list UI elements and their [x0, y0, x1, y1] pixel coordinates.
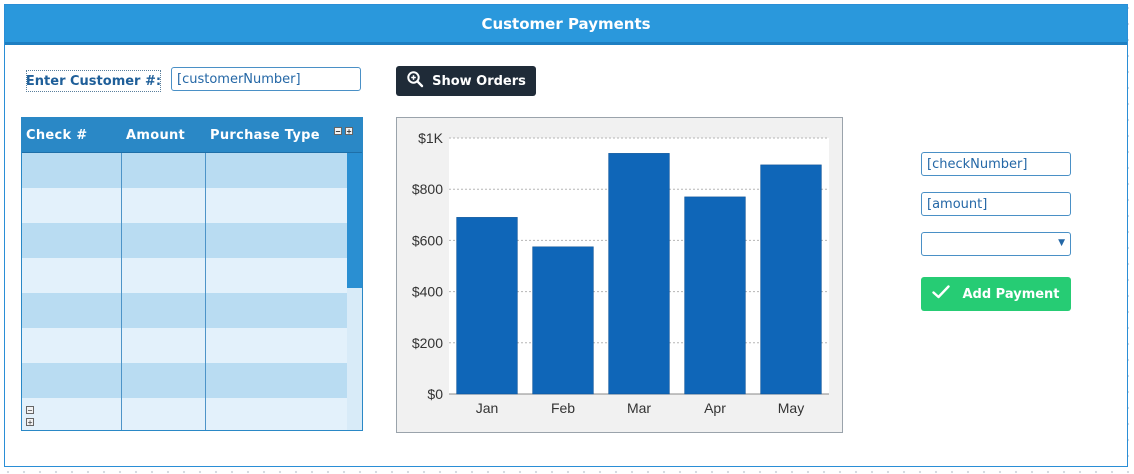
panel-title: Customer Payments [5, 5, 1127, 45]
collapse-icon[interactable]: − [334, 127, 342, 136]
bar-may [760, 164, 822, 395]
table-row[interactable] [22, 363, 347, 398]
customer-number-input[interactable] [171, 67, 361, 91]
expand-icon[interactable]: + [345, 127, 353, 136]
expand-row-icon[interactable]: + [26, 418, 34, 427]
show-orders-button[interactable]: Show Orders [396, 66, 536, 96]
orders-bar-chart: $0 $200 $400 $600 $800 $1K Jan Feb Mar Apr May [412, 130, 829, 416]
show-orders-label: Show Orders [432, 73, 526, 89]
bar-mar [608, 153, 670, 395]
y-tick-label: $400 [412, 284, 443, 300]
x-tick-label: Mar [627, 400, 651, 416]
y-tick-label: $600 [412, 232, 443, 248]
purchase-type-select[interactable]: ▼ [921, 232, 1071, 256]
x-tick-label: May [778, 400, 804, 416]
bar-jan [456, 217, 518, 395]
bar-apr [684, 196, 746, 395]
table-row[interactable] [22, 328, 347, 363]
checkmark-icon [932, 285, 951, 303]
magnifier-icon [406, 70, 424, 92]
payments-grid: Check # Amount Purchase Type − + − + [21, 117, 363, 431]
column-header-amount[interactable]: Amount [126, 128, 186, 143]
table-row[interactable] [22, 258, 347, 293]
table-row[interactable] [22, 188, 347, 223]
column-header-check[interactable]: Check # [26, 128, 88, 143]
column-divider [205, 153, 206, 430]
orders-chart: $0 $200 $400 $600 $800 $1K Jan Feb Mar Apr May [396, 117, 843, 433]
add-payment-label: Add Payment [962, 286, 1060, 302]
grid-scrollbar[interactable] [347, 153, 362, 430]
grid-scrollbar-thumb[interactable] [347, 153, 362, 288]
dropdown-arrow-icon: ▼ [1058, 238, 1065, 248]
customer-label: Enter Customer #: [26, 70, 161, 92]
y-tick-label: $800 [412, 181, 443, 197]
column-header-purchase-type[interactable]: Purchase Type [210, 128, 320, 143]
y-tick-label: $0 [427, 386, 443, 402]
table-row[interactable] [22, 398, 347, 430]
amount-input[interactable] [921, 192, 1071, 216]
x-tick-label: Feb [551, 400, 575, 416]
table-row[interactable] [22, 223, 347, 258]
add-payment-button[interactable]: Add Payment [921, 277, 1071, 311]
x-tick-label: Apr [704, 400, 726, 416]
column-divider [121, 153, 122, 430]
y-tick-label: $1K [418, 130, 444, 146]
x-tick-label: Jan [476, 400, 499, 416]
table-row[interactable] [22, 153, 347, 188]
check-number-input[interactable] [921, 152, 1071, 176]
collapse-row-icon[interactable]: − [26, 406, 34, 415]
table-row[interactable] [22, 293, 347, 328]
grid-header: Check # Amount Purchase Type − + [22, 118, 362, 153]
bar-feb [532, 246, 594, 395]
y-tick-label: $200 [412, 335, 443, 351]
